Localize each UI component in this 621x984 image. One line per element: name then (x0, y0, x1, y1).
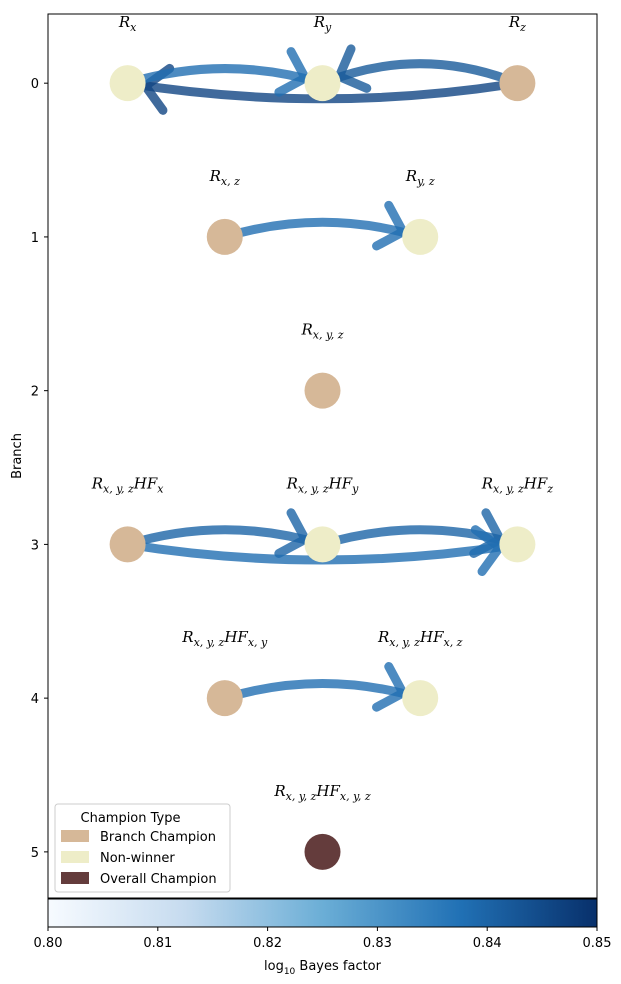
node-label-HFxz: Rx, y, z​HFx, z​ (377, 628, 463, 649)
node-Rxz (206, 218, 243, 255)
node-Rx (109, 65, 146, 102)
legend-box (54, 803, 231, 893)
node-label-HFz: Rx, y, z​HFz​ (481, 474, 554, 495)
node-label-Ryz: Ry, z​ (405, 167, 435, 188)
node-HFxy (206, 680, 243, 717)
node-HFx (109, 526, 146, 563)
colorbar-tick-label-0: 0.80 (34, 936, 63, 951)
node-label-Ry: Ry​ (313, 13, 332, 34)
colorbar-tick-label-2: 0.82 (253, 936, 282, 951)
node-label-HFxyz: Rx, y, z​HFx, y, z​ (273, 782, 370, 803)
edge-arrowhead-HFx-HFz (470, 525, 505, 577)
y-tick-label-1: 1 (31, 231, 39, 246)
legend-swatch-2 (61, 872, 89, 884)
y-tick-label-2: 2 (31, 385, 39, 400)
legend-label-2: Overall Champion (100, 872, 217, 887)
node-labels: Rx​ Ry​ Rz​ Rx, z​ Ry, z​ Rx, y, z​ Rx, y, z​H… (91, 13, 554, 803)
colorbar-tick-label-3: 0.83 (363, 936, 392, 951)
node-Ry (304, 65, 341, 102)
colorbar: 0.80 0.81 0.82 0.83 0.84 0.85 log10 Bayes fact… (34, 898, 612, 977)
node-label-Rx: Rx​ (118, 13, 137, 34)
legend: Champion Type Branch Champion Non-winner Ov… (54, 803, 231, 893)
node-Ryz (402, 218, 439, 255)
node-label-HFx: Rx, y, z​HFx​ (91, 474, 165, 495)
node-Rxyz (304, 372, 341, 409)
y-tick-label-0: 0 (31, 77, 39, 92)
legend-label-1: Non-winner (100, 851, 175, 866)
edge-arrowhead-Rz-Ry (334, 44, 372, 93)
legend-label-0: Branch Champion (100, 830, 216, 845)
colorbar-tick-label-1: 0.81 (143, 936, 172, 951)
legend-title: Champion Type (81, 811, 181, 826)
node-Rz (499, 65, 536, 102)
y-axis-label: Branch (10, 433, 25, 479)
colorbar-gradient (47, 898, 598, 928)
y-tick-label-4: 4 (31, 692, 39, 707)
node-HFz (499, 526, 536, 563)
node-label-Rxyz: Rx, y, z​ (300, 321, 343, 342)
legend-swatch-0 (61, 830, 89, 842)
node-HFxyz (304, 833, 341, 870)
nodes (109, 65, 536, 870)
plot-area (47, 13, 598, 899)
y-tick-label-3: 3 (31, 538, 39, 553)
node-label-Rxz: Rx, z​ (209, 167, 240, 188)
legend-swatch-1 (61, 851, 89, 863)
colorbar-tick-label-4: 0.84 (473, 936, 502, 951)
node-label-Rz: Rz​ (508, 13, 526, 34)
node-HFy (304, 526, 341, 563)
plot-border (47, 13, 598, 899)
node-label-HFxy: Rx, y, z​HFx, y​ (181, 628, 268, 649)
y-axis: 0 1 2 3 4 5 Branch (10, 77, 48, 861)
colorbar-tick-label-5: 0.85 (583, 936, 612, 951)
edge-arrowhead-HFx-HFy (274, 508, 310, 558)
y-tick-label-5: 5 (31, 846, 39, 861)
node-label-HFy: Rx, y, z​HFy​ (286, 474, 360, 495)
node-HFxz (402, 680, 439, 717)
colorbar-label: log10 Bayes factor (264, 959, 382, 977)
edge-arrowhead-Rx-Ry (274, 47, 310, 97)
